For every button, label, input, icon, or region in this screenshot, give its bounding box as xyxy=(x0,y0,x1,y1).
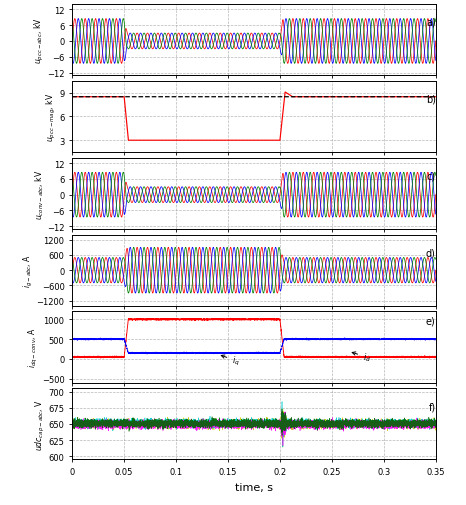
Text: $i_q$: $i_q$ xyxy=(221,355,240,368)
X-axis label: time, s: time, s xyxy=(235,482,273,492)
Y-axis label: $u_{pcc-abc}$, kV: $u_{pcc-abc}$, kV xyxy=(33,17,46,64)
Text: e): e) xyxy=(426,316,436,325)
Y-axis label: $u_{conv-abc}$, kV: $u_{conv-abc}$, kV xyxy=(33,169,46,219)
Text: c): c) xyxy=(426,171,436,181)
Y-axis label: $udc_{cap-abc}$, V: $udc_{cap-abc}$, V xyxy=(34,398,47,450)
Text: d): d) xyxy=(426,248,436,258)
Y-axis label: $i_{dq-conv}$, A: $i_{dq-conv}$, A xyxy=(27,327,41,368)
Y-axis label: $i_{g-abc}$, A: $i_{g-abc}$, A xyxy=(22,254,35,287)
Text: $i_d$: $i_d$ xyxy=(352,351,371,364)
Text: a): a) xyxy=(426,18,436,28)
Text: b): b) xyxy=(426,94,436,105)
Text: f): f) xyxy=(429,401,436,411)
Y-axis label: $u_{pcc-mag}$, kV: $u_{pcc-mag}$, kV xyxy=(45,93,58,142)
